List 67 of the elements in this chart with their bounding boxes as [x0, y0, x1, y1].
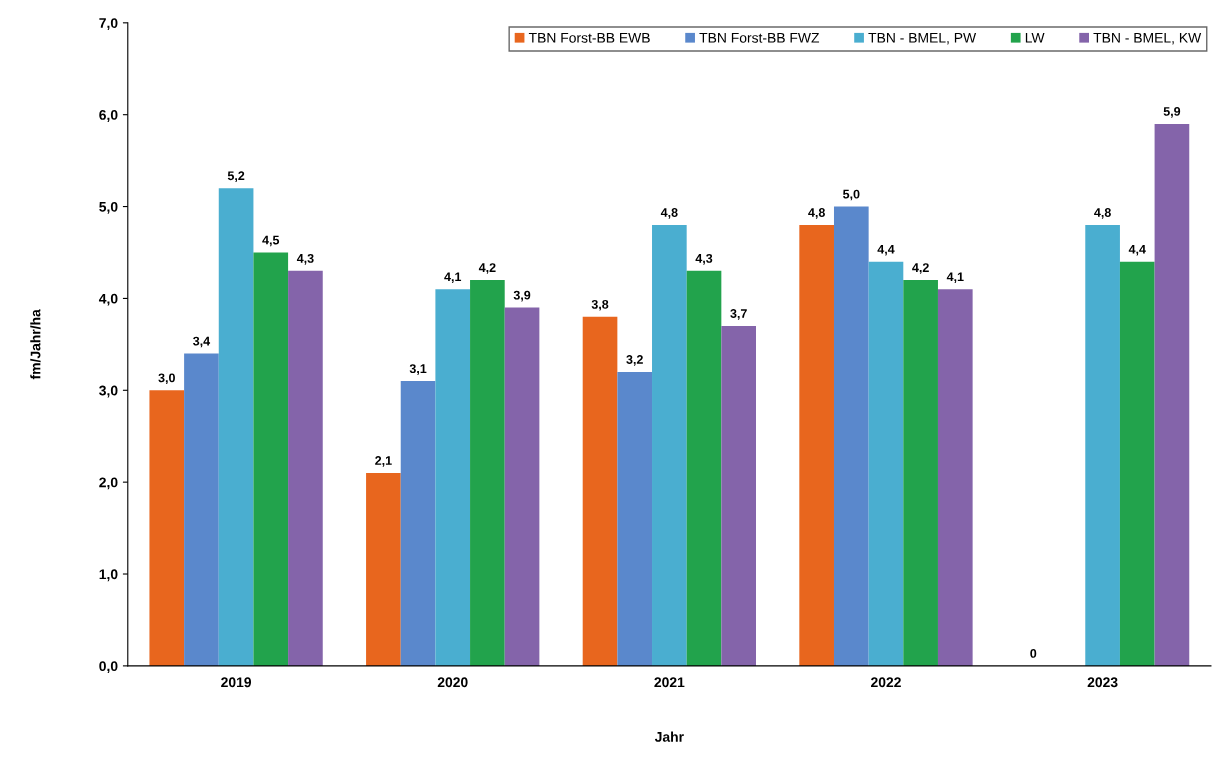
y-tick-label: 3,0 [99, 385, 118, 398]
text: 3,1 [409, 364, 427, 375]
text: 4,1 [444, 272, 462, 284]
bar [1085, 224, 1120, 666]
text: 3,7 [730, 309, 747, 320]
text: 5,0 [843, 189, 860, 201]
bar [868, 261, 904, 666]
text: 4,8 [660, 208, 678, 219]
bar [799, 224, 834, 666]
text: 3,9 [513, 290, 531, 302]
x-tick-label: 2023 [1087, 677, 1118, 688]
x-tick-label: 2022 [871, 677, 901, 688]
text: 5,2 [227, 171, 245, 182]
x-axis-title: Jahr [654, 731, 684, 742]
bar [903, 280, 938, 666]
text: 2,1 [375, 456, 392, 467]
bar [184, 353, 219, 666]
x-tick-label: 2019 [221, 677, 252, 688]
bar [470, 280, 505, 666]
y-axis-title: fm/Jahr/ha [30, 309, 41, 380]
bar [686, 270, 722, 666]
bar [833, 206, 869, 666]
y-tick-label: 6,0 [99, 110, 118, 122]
text: 4,4 [877, 244, 895, 256]
text: 4,1 [946, 272, 964, 284]
x-tick-label: 2021 [654, 677, 685, 688]
text: 3,2 [626, 355, 643, 366]
bar [937, 289, 973, 666]
text: 3,8 [591, 299, 609, 311]
y-tick-label: 0,0 [99, 661, 118, 674]
bar [400, 381, 436, 666]
y-tick-label: 4,0 [98, 293, 118, 306]
text: 4,8 [1094, 208, 1111, 219]
bar [288, 270, 323, 666]
legend-label: TBN - BMEL, PW [868, 33, 977, 45]
legend-label: LW [1025, 33, 1045, 43]
legend-label: TBN Forst-BB FWZ [699, 33, 820, 43]
text: 5,9 [1163, 107, 1181, 118]
text: 3,4 [193, 336, 211, 348]
bar [149, 390, 185, 666]
y-tick-label: 5,0 [99, 201, 118, 214]
text: 4,2 [478, 263, 496, 274]
text: 4,2 [912, 263, 929, 274]
text: 4,5 [262, 235, 280, 247]
bar [504, 307, 540, 666]
text: 0 [1030, 649, 1037, 658]
bar [366, 472, 401, 666]
bar [253, 252, 289, 666]
bar [582, 316, 618, 666]
y-tick-label: 1,0 [99, 569, 118, 582]
bar [1119, 261, 1155, 666]
y-tick-label: 2,0 [99, 477, 118, 490]
bar [218, 188, 254, 666]
text: 3,0 [158, 373, 175, 385]
legend-label: TBN - BMEL, KW [1093, 33, 1202, 45]
bar [652, 224, 687, 666]
text: 4,3 [296, 253, 314, 265]
bar [721, 325, 756, 666]
text: 4,8 [808, 208, 825, 219]
bar [1154, 123, 1190, 666]
text: 4,3 [695, 253, 713, 265]
x-tick-label: 2020 [437, 677, 468, 688]
y-tick-label: 7,0 [99, 18, 118, 31]
bar [435, 289, 471, 666]
text: 4,4 [1128, 244, 1146, 256]
bar [617, 371, 653, 666]
legend-label: TBN Forst-BB EWB [528, 33, 650, 43]
